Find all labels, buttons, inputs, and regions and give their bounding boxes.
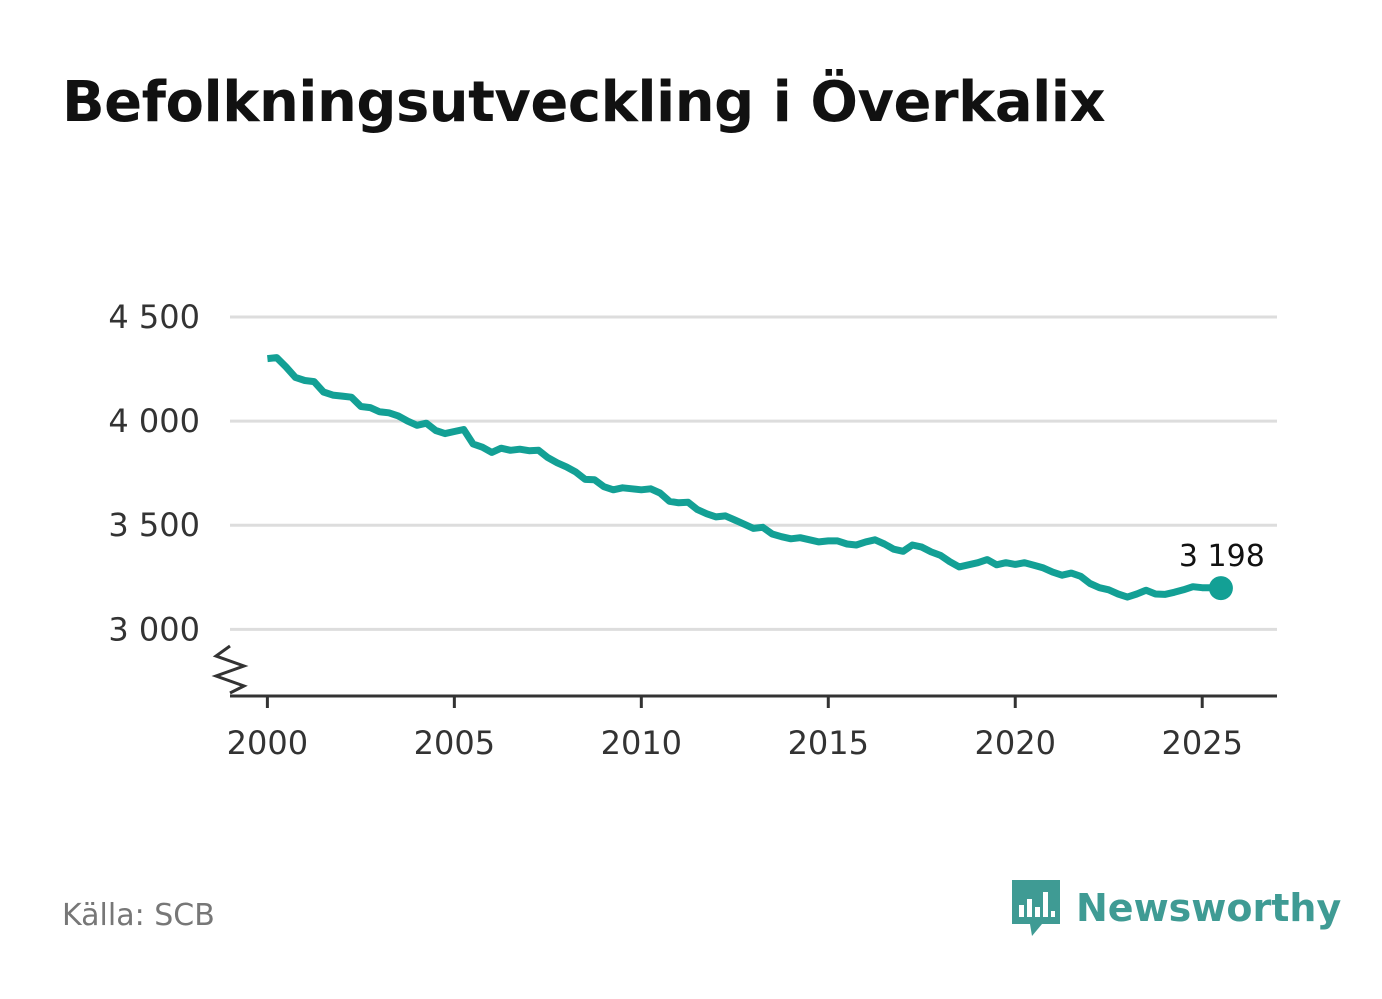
x-tick-label: 2020 [975, 724, 1056, 762]
brand-name: Newsworthy [1076, 886, 1342, 930]
series-layer: 3 198 [267, 354, 1265, 601]
y-axis-tick-labels: 3 000 3 500 4 000 4 500 [108, 298, 200, 648]
y-tick-label: 4 500 [108, 298, 200, 336]
gridlines [230, 315, 1277, 631]
y-tick-label: 4 000 [108, 402, 200, 440]
source-label: Källa: SCB [62, 898, 215, 933]
newsworthy-logo-icon [1012, 880, 1060, 936]
chart-title: Befolkningsutveckling i Överkalix [62, 70, 1106, 135]
population-line [267, 354, 1222, 601]
y-tick-label: 3 500 [108, 506, 200, 544]
last-value-label: 3 198 [1179, 539, 1265, 574]
axes [211, 644, 1277, 698]
x-tick-label: 2000 [227, 724, 308, 762]
x-tick-label: 2015 [788, 724, 869, 762]
axis-break-marker [211, 644, 249, 695]
y-tick-label: 3 000 [108, 610, 200, 648]
x-tick-label: 2010 [601, 724, 682, 762]
x-tick-label: 2005 [414, 724, 495, 762]
brand-logo: Newsworthy [1010, 878, 1341, 938]
x-axis-ticks: 2000 2005 2010 2015 2020 2025 [227, 696, 1243, 762]
last-data-point [1208, 576, 1233, 601]
x-tick-label: 2025 [1161, 724, 1242, 762]
